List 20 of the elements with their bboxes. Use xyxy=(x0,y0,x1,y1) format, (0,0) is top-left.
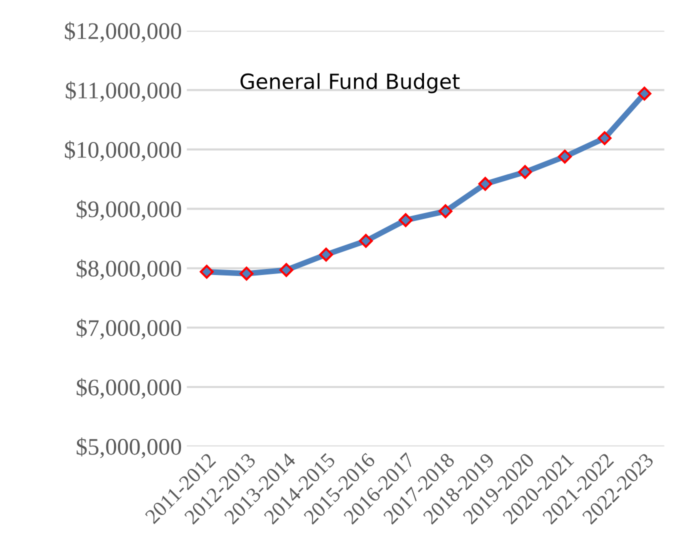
point xyxy=(319,248,334,262)
point xyxy=(200,264,214,279)
text: General Fund Budget xyxy=(240,73,460,94)
point xyxy=(598,131,612,146)
y-tick-label: $8,000,000 xyxy=(76,259,182,280)
point xyxy=(398,213,413,228)
y-tick-label: $10,000,000 xyxy=(64,140,182,162)
y-tick-label: $7,000,000 xyxy=(76,318,182,340)
y-tick-label: $12,000,000 xyxy=(64,22,182,43)
point xyxy=(240,266,254,281)
point xyxy=(478,176,492,191)
y-tick-label: $6,000,000 xyxy=(76,378,182,399)
point xyxy=(637,86,652,101)
point xyxy=(279,263,294,277)
point xyxy=(558,150,572,164)
point xyxy=(518,165,532,179)
y-tick-label: $9,000,000 xyxy=(76,200,182,221)
point xyxy=(358,234,373,248)
point xyxy=(438,204,452,218)
y-tick-label: $11,000,000 xyxy=(66,81,182,102)
